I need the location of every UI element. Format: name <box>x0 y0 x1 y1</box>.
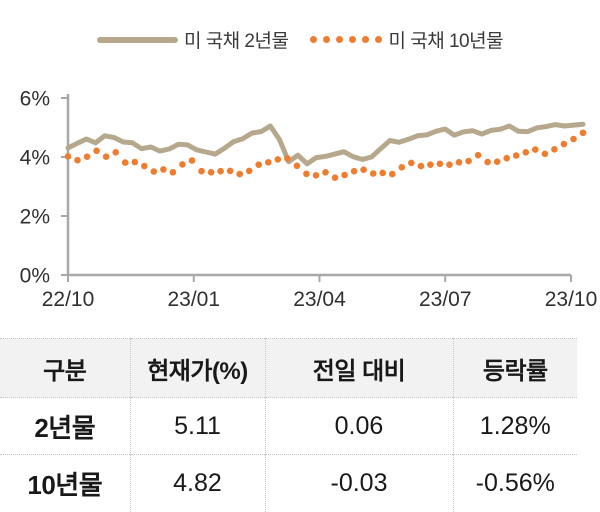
x-axis-labels-label: 22/10 <box>42 288 95 311</box>
header-day-change: 전일 대비 <box>264 338 453 398</box>
y-axis-labels-label: 6% <box>20 88 50 111</box>
header-change-rate: 등락률 <box>452 338 577 398</box>
series-line-0 <box>65 121 586 167</box>
header-category: 구분 <box>0 338 130 398</box>
y-axis <box>61 94 70 276</box>
table-row-10yr: 10년물 4.82 -0.03 -0.56% <box>0 454 577 512</box>
legend-dots-swatch-10yr <box>310 36 383 43</box>
cell-2yr-label: 2년물 <box>0 397 130 455</box>
legend-label-10yr: 미 국채 10년물 <box>388 31 504 52</box>
cell-10yr-rate: -0.56% <box>452 454 577 512</box>
y-axis-labels-label: 2% <box>20 206 50 229</box>
treasury-yield-line-chart: 6% 4% 2% 0%22/10 23/01 23/04 23/07 23/10 <box>20 88 598 312</box>
chart-legend: 미 국채 2년물 미 국채 10년물 <box>0 26 600 53</box>
x-axis-labels-label: 23/07 <box>419 288 472 311</box>
series-dots-1 <box>64 129 587 181</box>
cell-10yr-label: 10년물 <box>0 454 130 512</box>
cell-10yr-change: -0.03 <box>264 454 453 512</box>
legend-item-2yr: 미 국채 2년물 <box>96 26 289 53</box>
legend-line-swatch-2yr <box>96 36 178 43</box>
x-axis <box>67 273 572 282</box>
table-row-2yr: 2년물 5.11 0.06 1.28% <box>0 397 577 455</box>
table-header-row: 구분 현재가(%) 전일 대비 등락률 <box>0 338 577 398</box>
header-current-price: 현재가(%) <box>129 338 265 398</box>
legend-item-10yr: 미 국채 10년물 <box>310 26 504 53</box>
y-axis-labels-label: 0% <box>20 265 50 288</box>
x-axis-labels-label: 23/10 <box>545 288 598 311</box>
legend-label-2yr: 미 국채 2년물 <box>183 31 289 52</box>
y-axis-labels: 6% 4% 2% 0% <box>20 88 50 288</box>
x-axis-labels-label: 23/04 <box>293 288 346 311</box>
x-axis-labels: 22/10 23/01 23/04 23/07 23/10 <box>42 288 598 311</box>
x-axis-labels-label: 23/01 <box>167 288 220 311</box>
cell-2yr-rate: 1.28% <box>452 397 577 455</box>
cell-2yr-change: 0.06 <box>264 397 453 455</box>
cell-10yr-current: 4.82 <box>129 454 265 512</box>
yield-table: 구분 현재가(%) 전일 대비 등락률 2년물 5.11 0.06 1.28% … <box>0 338 577 512</box>
cell-2yr-current: 5.11 <box>129 397 265 455</box>
y-axis-labels-label: 4% <box>20 147 50 170</box>
yield-table-wrap: 구분 현재가(%) 전일 대비 등락률 2년물 5.11 0.06 1.28% … <box>0 338 577 512</box>
